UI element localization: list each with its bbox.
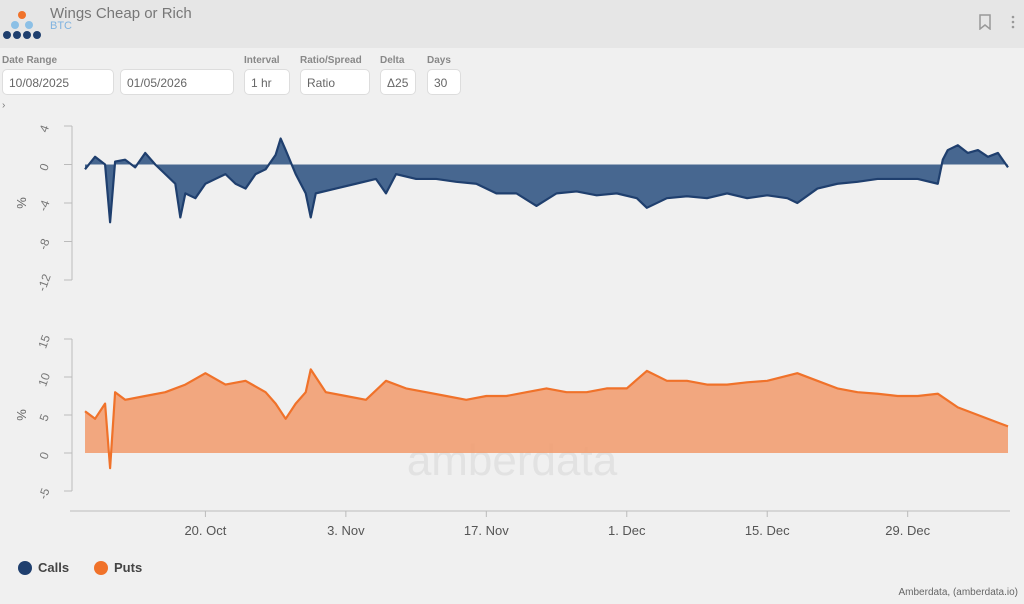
puts-swatch — [94, 560, 108, 575]
legend-calls[interactable]: Calls — [18, 560, 69, 575]
x-tick-label: 15. Dec — [745, 523, 790, 538]
days-select[interactable]: 30 — [427, 69, 461, 95]
y-tick-label: 0 — [37, 161, 53, 172]
y-axis-label: % — [14, 409, 29, 421]
end-date-input[interactable]: 01/05/2026 — [120, 69, 234, 95]
y-tick-label: 0 — [37, 450, 53, 461]
header: Wings Cheap or Rich BTC — [0, 0, 1024, 48]
y-tick-label: -4 — [36, 198, 53, 213]
y-tick-label: 4 — [37, 123, 53, 134]
y-tick-label: 5 — [37, 412, 53, 423]
y-tick-label: 10 — [35, 371, 53, 389]
x-tick-label: 20. Oct — [184, 523, 226, 538]
expand-chevron-icon[interactable]: › — [2, 100, 6, 111]
start-date-input[interactable]: 10/08/2025 — [2, 69, 114, 95]
interval-label: Interval — [244, 55, 280, 66]
watermark: amberdata — [407, 436, 618, 485]
series-line-calls — [84, 137, 1009, 224]
series-area-puts — [85, 369, 1008, 469]
x-tick-label: 17. Nov — [464, 523, 509, 538]
more-vertical-icon[interactable] — [1010, 14, 1016, 30]
x-tick-label: 1. Dec — [608, 523, 646, 538]
y-tick-label: -8 — [36, 236, 53, 251]
y-tick-label: 15 — [35, 333, 53, 351]
legend-label: Calls — [38, 560, 70, 575]
series-line-puts — [84, 368, 1009, 470]
ratio-spread-select[interactable]: Ratio — [300, 69, 370, 95]
amberdata-logo — [3, 11, 41, 39]
date-range-label: Date Range — [2, 55, 58, 66]
legend-puts[interactable]: Puts — [94, 560, 142, 575]
days-label: Days — [427, 55, 451, 66]
credit-text: Amberdata, (amberdata.io) — [898, 587, 1018, 598]
y-axis-label: % — [14, 197, 29, 209]
y-tick-label: -12 — [35, 272, 54, 293]
bookmark-icon[interactable] — [978, 14, 992, 30]
x-tick-label: 3. Nov — [327, 523, 365, 538]
series-area-calls — [85, 138, 1008, 223]
asset-subtitle: BTC — [50, 20, 72, 32]
page-title: Wings Cheap or Rich — [50, 5, 192, 22]
legend-label: Puts — [114, 560, 143, 575]
delta-label: Delta — [380, 55, 405, 66]
interval-select[interactable]: 1 hr — [244, 69, 290, 95]
y-tick-label: -5 — [36, 486, 53, 501]
calls-swatch — [18, 560, 32, 575]
delta-select[interactable]: Δ25 — [380, 69, 416, 95]
x-tick-label: 29. Dec — [885, 523, 930, 538]
ratio-spread-label: Ratio/Spread — [300, 55, 362, 66]
